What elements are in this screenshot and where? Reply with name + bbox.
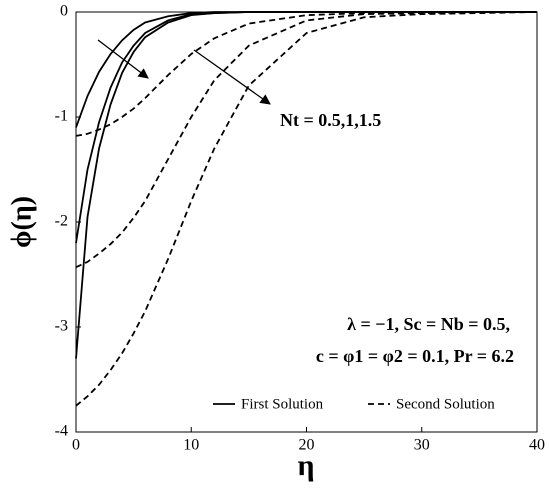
- line-series: [75, 11, 537, 137]
- y-tick-label: -2: [55, 213, 68, 230]
- annotation: λ = −1, Sc = Nb = 0.5,: [347, 314, 510, 334]
- plot-frame: [75, 11, 538, 433]
- x-tick-label: 10: [183, 437, 199, 454]
- arrow: [97, 39, 149, 79]
- x-tick-label: 0: [72, 437, 80, 454]
- annotation: Nt = 0.5,1,1.5: [280, 110, 381, 130]
- x-tick-label: 40: [529, 437, 545, 454]
- x-axis-label: η: [297, 449, 314, 482]
- legend-label: Second Solution: [396, 396, 495, 412]
- x-tick-label: 30: [414, 437, 430, 454]
- line-series: [75, 11, 537, 268]
- y-tick-label: -4: [55, 423, 68, 440]
- y-tick-label: -1: [55, 108, 68, 125]
- y-tick-label: 0: [60, 3, 68, 20]
- line-series: [75, 11, 538, 407]
- y-axis-label: ϕ(η): [6, 196, 37, 248]
- x-tick-label: 20: [299, 437, 315, 454]
- annotation: c = φ1 = φ2 = 0.1, Pr = 6.2: [316, 346, 514, 366]
- y-tick-label: -3: [55, 318, 68, 335]
- legend-label: First Solution: [241, 396, 324, 412]
- line-series: [75, 11, 537, 359]
- arrow: [193, 49, 271, 105]
